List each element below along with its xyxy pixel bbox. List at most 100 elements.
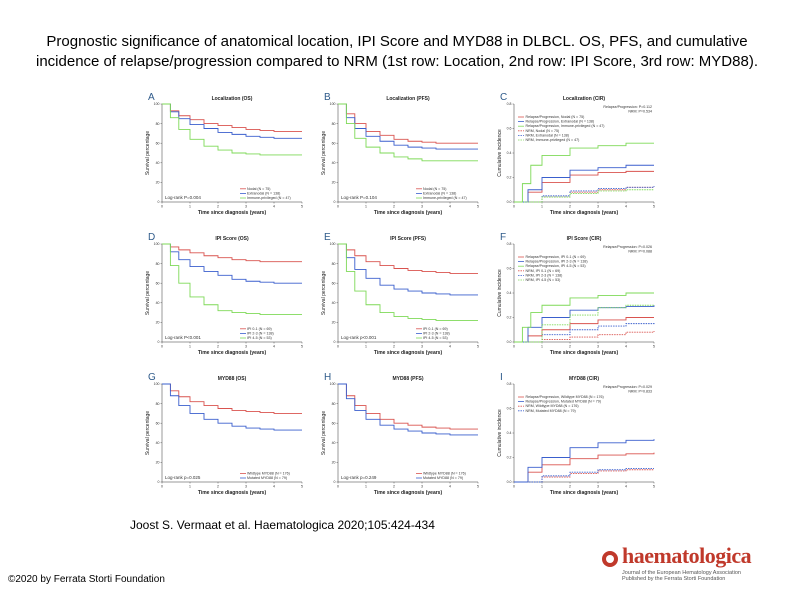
panel-h: H MYD88 (PFS) 0 1 2 3 4 5 0 20 40 60 80 100 Time since… xyxy=(321,372,479,496)
panel-g-y-tick-label: 0 xyxy=(158,480,160,484)
panel-d-pvalue: Log-rank P<0.001 xyxy=(165,335,201,340)
panel-g-series-1 xyxy=(162,383,302,414)
panel-f-y-tick-label: 0.2 xyxy=(507,316,512,320)
panel-a-letter: A xyxy=(148,92,155,103)
panel-e-title: IPI Score (PFS) xyxy=(390,236,426,242)
panel-h-y-tick-label: 100 xyxy=(330,382,336,386)
panel-d-y-tick-label: 100 xyxy=(154,242,160,246)
panel-a-x-tick-label: 3 xyxy=(245,205,247,209)
km-figure-grid: A Localization (OS)0 1 2 3 4 5020406080100Time… xyxy=(145,92,655,496)
panel-a-y-tick-label: 20 xyxy=(156,181,160,185)
panel-i-series-4 xyxy=(514,468,654,483)
panel-f-pvalue-line: Relapse/Progression: P=0.026 xyxy=(603,245,652,249)
panel-f-y-tick-label: 0.8 xyxy=(507,242,512,246)
panel-b-legend-label: Nodal (N = 75) xyxy=(423,187,446,191)
panel-f-series-4 xyxy=(514,330,655,343)
panel-b-y-tick-label: 100 xyxy=(330,102,336,106)
panel-b-series-2 xyxy=(338,103,478,150)
panel-f-x-tick-label: 4 xyxy=(625,345,627,349)
panel-f-legend-label: Relapse/Progression, IPI 2-3 (N = 138) xyxy=(526,260,588,264)
panel-b-y-tick-label: 40 xyxy=(332,161,336,165)
panel-c-y-label: Cumulative incidence xyxy=(497,129,503,177)
panel-c-series-1 xyxy=(514,170,654,203)
panel-d-y-tick-label: 60 xyxy=(156,281,160,285)
panel-g-pvalue: Log-rank p=0.025 xyxy=(165,475,201,480)
panel-d-y-tick-label: 0 xyxy=(158,340,160,344)
panel-d-title: IPI Score (OS) xyxy=(215,236,249,242)
panel-b-pvalue: Log-rank P=0.104 xyxy=(341,195,377,200)
panel-e-pvalue: Log-rank p<0.001 xyxy=(341,335,377,340)
panel-g-y-label: Survival percentage xyxy=(145,411,151,455)
panel-c-x-label: Time since diagnosis (years) xyxy=(550,210,619,216)
panel-a-pvalue: Log-rank P=0.004 xyxy=(165,195,201,200)
panel-d-legend-label: IPI 2-3 (N = 138) xyxy=(247,331,274,335)
panel-f: F IPI Score (CIR) 0 1 2 3 4 5 0.0 0.2 0.4 0.6 0.8 Tim… xyxy=(497,232,655,356)
panel-h-y-tick-label: 0 xyxy=(334,480,336,484)
panel-c-title: Localization (CIR) xyxy=(563,96,606,102)
panel-c-y-tick-label: 0.6 xyxy=(507,127,512,131)
panel-g-x-tick-label: 5 xyxy=(301,485,303,489)
panel-i-pvalue-line: NRM: P=0.833 xyxy=(628,390,652,394)
panel-b-x-tick-label: 5 xyxy=(477,205,479,209)
panel-g-y-tick-label: 60 xyxy=(156,421,160,425)
panel-i: I MYD88 (CIR) 0 1 2 3 4 5 0.0 0.2 0.4 0.6 0.8 Time si… xyxy=(497,372,655,496)
haematologica-logo: haematologica Journal of the European He… xyxy=(598,543,788,583)
panel-i-x-tick-label: 1 xyxy=(541,485,543,489)
panel-i-y-label: Cumulative incidence xyxy=(497,409,503,457)
panel-i-legend-label: NRM, Wildtype MYD88 (N = 176) xyxy=(526,404,579,408)
panel-b-x-tick-label: 0 xyxy=(337,205,339,209)
panel-h-letter: H xyxy=(324,372,331,383)
panel-d-legend-label: IPI 0-1 (N = 69) xyxy=(247,327,272,331)
copyright: ©2020 by Ferrata Storti Foundation xyxy=(8,574,165,585)
panel-i-y-tick-label: 0.0 xyxy=(507,480,512,484)
panel-b-series-3 xyxy=(338,103,478,162)
panel-i-x-tick-label: 5 xyxy=(653,485,655,489)
panel-g-x-tick-label: 4 xyxy=(273,485,275,489)
panel-i-x-label: Time since diagnosis (years) xyxy=(550,490,619,496)
panel-i-y-tick-label: 0.4 xyxy=(507,431,512,435)
panel-b-legend-label: Immune-privileged (N = 47) xyxy=(423,196,467,200)
logo-wordmark: haematologica xyxy=(622,543,752,568)
logo-mark-icon xyxy=(602,551,618,567)
panel-e-y-tick-label: 60 xyxy=(332,281,336,285)
panel-e-x-tick-label: 5 xyxy=(477,345,479,349)
panel-a-legend-label: Nodal (N = 75) xyxy=(247,187,270,191)
panel-c-legend-label: NRM, Extranodal (N = 138) xyxy=(526,133,569,137)
panel-c: C Localization (CIR) 0 1 2 3 4 5 0.0 0.2 0.4 0.6 0.8… xyxy=(497,92,655,216)
panel-c-y-tick-label: 0.2 xyxy=(507,176,512,180)
panel-g: G MYD88 (OS) 0 1 2 3 4 5 0 20 40 60 80 100 Time since … xyxy=(145,372,303,496)
panel-h-x-tick-label: 5 xyxy=(477,485,479,489)
panel-g-x-tick-label: 3 xyxy=(245,485,247,489)
logo-subtitle-1: Journal of the European Hematology Assoc… xyxy=(622,570,741,576)
panel-d-y-tick-label: 80 xyxy=(156,262,160,266)
panel-f-pvalue-line: NRM: P=0.088 xyxy=(628,250,652,254)
panel-d: D IPI Score (OS) 0 1 2 3 4 5 0 20 40 60 80 100 Time si… xyxy=(145,232,303,356)
panel-c-series-6 xyxy=(514,189,654,203)
panel-f-legend-label: Relapse/Progression, IPI 4-5 (N = 53) xyxy=(526,264,586,268)
panel-e-x-tick-label: 1 xyxy=(365,345,367,349)
panel-d-x-tick-label: 0 xyxy=(161,345,163,349)
panel-d-series-1 xyxy=(162,243,302,263)
panel-b-x-tick-label: 2 xyxy=(393,205,395,209)
panel-f-series-6 xyxy=(514,304,654,343)
panel-f-y-tick-label: 0.0 xyxy=(507,340,512,344)
panel-g-y-tick-label: 80 xyxy=(156,402,160,406)
panel-g-x-tick-label: 1 xyxy=(189,485,191,489)
panel-f-legend-label: Relapse/Progression, IPI 0-1 (N = 69) xyxy=(526,255,586,259)
panel-c-x-tick-label: 3 xyxy=(597,205,599,209)
panel-h-x-tick-label: 2 xyxy=(393,485,395,489)
panel-g-series-2 xyxy=(162,383,302,431)
panel-g-letter: G xyxy=(148,372,156,383)
panel-h-y-label: Survival percentage xyxy=(321,411,327,455)
panel-i-x-tick-label: 2 xyxy=(569,485,571,489)
panel-g-y-tick-label: 20 xyxy=(156,461,160,465)
panel-g-legend-label: Wildtype MYD88 (N = 176) xyxy=(247,471,290,475)
logo-subtitle-2: Published by the Ferrata Storti Foundati… xyxy=(622,576,726,582)
panel-h-legend-label: Wildtype MYD88 (N = 176) xyxy=(423,471,466,475)
panel-d-x-tick-label: 1 xyxy=(189,345,191,349)
panel-c-series-5 xyxy=(514,186,655,203)
panel-i-legend-label: NRM, Mutated MYD88 (N = 79) xyxy=(526,409,576,413)
panel-f-y-label: Cumulative incidence xyxy=(497,269,503,317)
panel-e-y-tick-label: 40 xyxy=(332,301,336,305)
panel-d-legend-label: IPI 4-5 (N = 53) xyxy=(247,336,272,340)
